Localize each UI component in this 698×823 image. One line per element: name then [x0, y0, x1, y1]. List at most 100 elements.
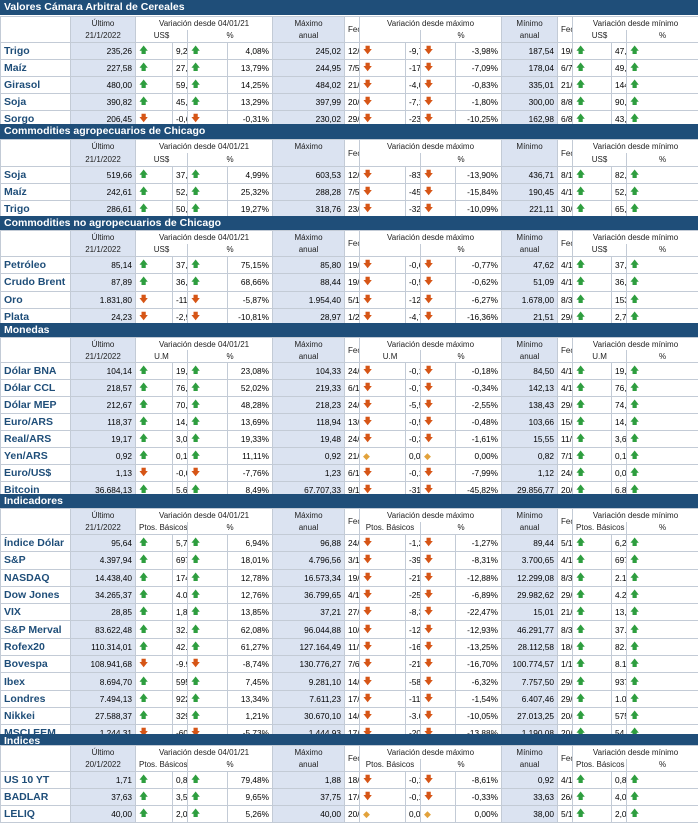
trend-icon: 🡅	[188, 77, 228, 94]
min-date: 4/1/2021	[558, 552, 573, 569]
min-value: 12.299,08	[502, 569, 558, 586]
section-title: Valores Cámara Arbitral de Cereales	[0, 0, 698, 15]
trend-icon: 🡇	[421, 569, 456, 586]
max-date: 12/5/2021	[345, 167, 360, 184]
arrow-down-icon: 🡇	[424, 467, 433, 477]
var-value: 5,77	[173, 535, 188, 552]
vmin-value: 4.282,75	[612, 586, 627, 603]
trend-icon: 🡅	[188, 257, 228, 274]
header-vmax-label: Variación desde máximo	[360, 17, 502, 30]
arrow-up-icon: 🡅	[139, 641, 148, 651]
arrow-up-icon: 🡅	[630, 450, 639, 460]
arrow-down-icon: 🡇	[424, 311, 433, 321]
row-name: Soja	[1, 94, 71, 111]
last-value: 83.622,48	[71, 621, 136, 638]
row-name: LELIQ	[1, 806, 71, 823]
var-value: -114,80	[173, 291, 188, 308]
arrow-down-icon: 🡇	[139, 113, 148, 123]
trend-icon: 🡅	[573, 77, 612, 94]
max-date: 5/1/2021	[345, 291, 360, 308]
trend-icon: 🡇	[360, 690, 406, 707]
arrow-up-icon: 🡅	[191, 259, 200, 269]
max-date: 17/1/2022	[345, 690, 360, 707]
vmax-pct: -6,89%	[456, 586, 502, 603]
header-vmax-pct: %	[421, 30, 502, 43]
arrow-down-icon: 🡇	[191, 467, 200, 477]
header-pct: %	[188, 759, 273, 772]
vmax-pct: -7,99%	[456, 465, 502, 482]
last-value: 37,63	[71, 789, 136, 806]
min-date: 6/7/2021	[558, 60, 573, 77]
max-value: 19,48	[273, 431, 345, 448]
trend-icon: 🡅	[573, 604, 612, 621]
trend-icon: 🡇	[360, 621, 406, 638]
arrow-up-icon: 🡅	[191, 710, 200, 720]
trend-icon: 🡅	[573, 638, 612, 655]
max-date: 20/1/2022	[345, 806, 360, 823]
trend-icon: 🡅	[188, 167, 228, 184]
table-row: S&P Merval83.622,48🡅32.891,62🡅62,08%96.0…	[1, 621, 698, 638]
vmin-value: 4,00	[612, 789, 627, 806]
header-date: 21/1/2022	[71, 30, 136, 43]
max-date: 21/1/2022	[345, 448, 360, 465]
trend-icon: 🡇	[421, 789, 456, 806]
arrow-up-icon: 🡅	[576, 693, 585, 703]
trend-icon: 🡅	[188, 43, 228, 60]
row-name: Nikkei	[1, 707, 71, 724]
header-vmax-label: Variación desde máximo	[360, 140, 502, 154]
var-value: 76,44	[173, 380, 188, 397]
trend-icon: 🡅	[188, 789, 228, 806]
min-date: 4/1/2021	[558, 274, 573, 291]
vmin-value: 2.139,32	[612, 569, 627, 586]
arrow-up-icon: 🡅	[191, 537, 200, 547]
vmin-value: 0,01	[612, 465, 627, 482]
var-pct: 13,69%	[228, 414, 273, 431]
vmax-value: -45,67	[406, 184, 421, 201]
max-value: 245,02	[273, 43, 345, 60]
vmax-pct: -10,05%	[456, 707, 502, 724]
row-name: Índice Dólar	[1, 535, 71, 552]
var-pct: 9,65%	[228, 789, 273, 806]
var-pct: 7,45%	[228, 673, 273, 690]
arrow-up-icon: 🡅	[139, 45, 148, 55]
arrow-up-icon: 🡅	[191, 382, 200, 392]
arrow-up-icon: 🡅	[576, 624, 585, 634]
arrow-down-icon: 🡇	[424, 791, 433, 801]
arrow-up-icon: 🡅	[576, 676, 585, 686]
vmax-value: -1,23	[406, 535, 421, 552]
min-date: 29/1/2021	[558, 673, 573, 690]
vmax-pct: -0,18%	[456, 363, 502, 380]
min-value: 1.678,00	[502, 291, 558, 308]
trend-icon: 🡅	[627, 772, 698, 789]
max-date: 6/1/2021	[345, 465, 360, 482]
vmin-value: 82,95	[612, 167, 627, 184]
var-value: 1,88	[173, 604, 188, 621]
vmax-pct: -6,27%	[456, 291, 502, 308]
min-value: 47,62	[502, 257, 558, 274]
arrow-up-icon: 🡅	[191, 96, 200, 106]
min-date: 8/3/2021	[558, 621, 573, 638]
vmax-value: -8,36	[406, 604, 421, 621]
header-max: Máximo	[273, 17, 345, 30]
trend-icon: 🡅	[627, 257, 698, 274]
trend-icon: 🡅	[573, 586, 612, 603]
arrow-up-icon: 🡅	[139, 169, 148, 179]
vmin-value: 37,52	[612, 257, 627, 274]
trend-icon: 🡇	[421, 656, 456, 673]
table-row: Rofex20110.314,01🡅42.903,66🡅61,27%127.16…	[1, 638, 698, 655]
header-fecha-max: Fecha Máximo	[345, 231, 360, 257]
min-value: 28.112,58	[502, 638, 558, 655]
arrow-up-icon: 🡅	[576, 641, 585, 651]
var-value: 9,22	[173, 43, 188, 60]
arrow-up-icon: 🡅	[191, 276, 200, 286]
vmin-value: 0,10	[612, 448, 627, 465]
arrow-down-icon: 🡇	[363, 96, 372, 106]
last-value: 0,92	[71, 448, 136, 465]
vmax-value: -0,13	[406, 789, 421, 806]
min-value: 0,82	[502, 448, 558, 465]
vmax-pct: -15,84%	[456, 184, 502, 201]
trend-icon: 🡅	[573, 43, 612, 60]
header-max: Máximo	[273, 509, 345, 522]
table-row: US 10 YT1,71🡅0,80🡅79,48%1,8818/1/2022🡇-0…	[1, 772, 698, 789]
trend-icon: 🡅	[188, 380, 228, 397]
